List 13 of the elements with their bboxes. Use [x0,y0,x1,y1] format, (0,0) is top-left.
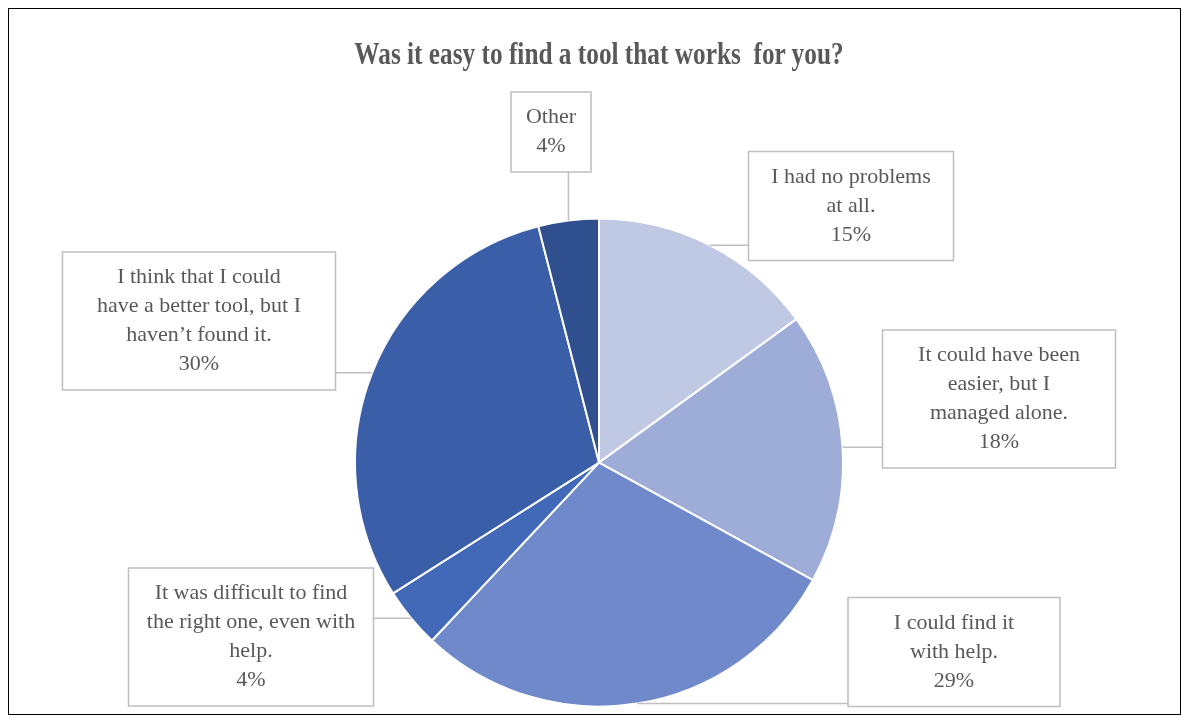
data-label: 30% [178,350,220,376]
slice-label: It could have been easier, but I managed alone. [918,341,1080,425]
slice-label: I had no problems at all. [771,162,931,217]
slice-label: It was difficult to find the right one, even with help. [146,579,356,663]
data-label: 4% [236,666,266,692]
slice-label: I could find it with help. [893,608,1015,663]
data-label: 18% [978,428,1020,454]
chart-title: Was it easy to find a tool that works for you? [354,36,844,71]
data-label: 15% [830,220,872,246]
data-label: 29% [933,666,975,692]
slice-label: I think that I could have a better tool, but I haven’t found it. [96,263,302,347]
data-label: 4% [536,132,566,158]
slice-label: Other [525,103,577,129]
